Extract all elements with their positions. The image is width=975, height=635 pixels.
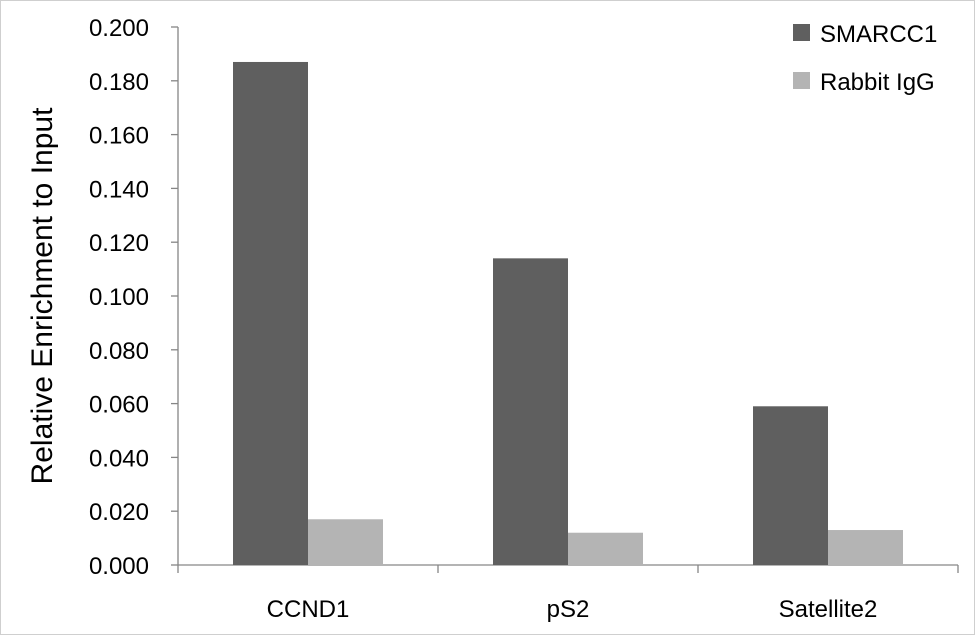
x-tick-label: CCND1 xyxy=(267,596,350,623)
y-tick-label: 0.140 xyxy=(89,176,149,203)
y-tick-label: 0.080 xyxy=(89,338,149,365)
y-axis: 0.000 0.020 0.040 0.060 0.080 0.100 0.120 0.140… xyxy=(89,15,179,580)
y-tick-label: 0.180 xyxy=(89,69,149,96)
y-tick-label: 0.200 xyxy=(89,15,149,42)
legend-swatch xyxy=(793,24,810,41)
legend-swatch xyxy=(793,72,810,89)
bar-smarcc1-satellite2 xyxy=(753,406,828,565)
y-tick-label: 0.120 xyxy=(89,230,149,257)
y-tick-label: 0.020 xyxy=(89,499,149,526)
y-axis-title: Relative Enrichment to Input xyxy=(26,107,59,485)
y-tick-label: 0.160 xyxy=(89,123,149,150)
legend: SMARCC1 Rabbit IgG xyxy=(793,21,937,96)
bar-smarcc1-ps2 xyxy=(493,258,568,565)
x-tick-label: Satellite2 xyxy=(779,596,878,623)
y-tick-label: 0.100 xyxy=(89,284,149,311)
x-axis: CCND1 pS2 Satellite2 xyxy=(177,564,959,623)
x-tick-label: pS2 xyxy=(547,596,590,623)
y-tick-label: 0.040 xyxy=(89,445,149,472)
y-tick-label: 0.060 xyxy=(89,392,149,419)
bar-rabbit-igg-ccnd1 xyxy=(308,519,383,565)
bars xyxy=(233,61,903,565)
legend-label: SMARCC1 xyxy=(820,21,937,48)
bar-rabbit-igg-satellite2 xyxy=(828,530,903,565)
legend-label: Rabbit IgG xyxy=(820,69,935,96)
y-tick-label: 0.000 xyxy=(89,553,149,580)
bar-rabbit-igg-ps2 xyxy=(568,532,643,565)
bar-smarcc1-ccnd1 xyxy=(233,61,308,565)
